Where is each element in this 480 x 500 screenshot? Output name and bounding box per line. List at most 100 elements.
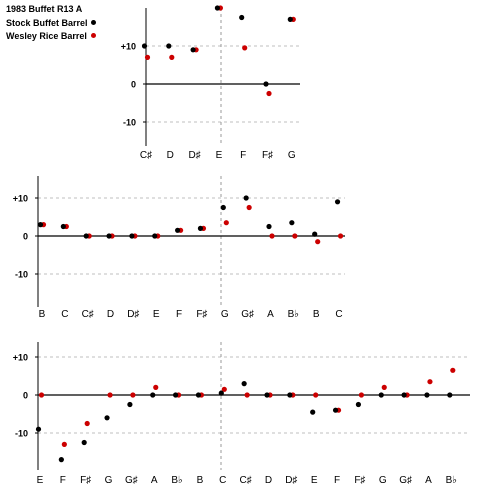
chart3-point-wesley-0 — [38, 392, 45, 398]
chart3-point-stock-17 — [424, 392, 430, 398]
chart2-category-label-12: B — [313, 309, 320, 320]
chart3-category-label-14: F♯ — [354, 475, 365, 486]
chart2-category-label-6: F — [176, 309, 182, 320]
chart1-point-wesley-0 — [144, 54, 151, 61]
chart1-point-stock-6 — [287, 16, 293, 22]
chart3-point-wesley-14 — [358, 392, 364, 398]
chart1-category-label-6: G — [288, 150, 296, 161]
chart3-category-label-6: B♭ — [171, 475, 182, 486]
chart3-point-stock-16 — [401, 392, 407, 398]
chart2-ytick-label-0: +10 — [13, 194, 28, 204]
chart1-ytick-label-0: +10 — [121, 42, 136, 52]
chart2-point-stock-11 — [289, 220, 295, 226]
legend-title: 1983 Buffet R13 A — [6, 4, 83, 14]
chart3-category-label-13: F — [334, 475, 340, 486]
chart2-point-stock-13 — [334, 199, 341, 205]
chart3-category-label-2: F♯ — [80, 475, 91, 486]
chart3-point-stock-9 — [241, 381, 247, 387]
chart2-category-label-11: B♭ — [288, 309, 299, 320]
chart2-point-wesley-11 — [292, 233, 298, 239]
chart2-point-stock-7 — [197, 225, 204, 231]
chart1-point-wesley-4 — [242, 45, 248, 51]
chart3-point-wesley-8 — [221, 386, 227, 392]
chart3-point-stock-2 — [81, 439, 87, 446]
chart3-category-label-17: A — [425, 475, 432, 486]
chart3-point-wesley-2 — [84, 420, 90, 427]
chart1-point-stock-3 — [214, 5, 220, 11]
chart3-point-wesley-4 — [130, 392, 136, 398]
chart3-category-label-11: D♯ — [285, 475, 297, 486]
chart2-category-label-10: A — [267, 309, 274, 320]
chart3-point-stock-8 — [218, 390, 224, 396]
chart3-category-label-8: C — [219, 475, 226, 486]
chart2-ytick-label-1: 0 — [23, 232, 28, 242]
chart2-point-stock-5 — [152, 233, 158, 239]
chart1-category-label-4: F — [240, 150, 246, 161]
chart3-ytick-label-1: 0 — [23, 391, 28, 401]
legend-item-stock: Stock Buffet Barrel — [6, 18, 88, 28]
chart3-point-stock-7 — [195, 392, 202, 398]
chart3-point-wesley-3 — [107, 392, 113, 398]
chart3-category-label-10: D — [265, 475, 272, 486]
chart3-category-label-0: E — [37, 475, 44, 486]
chart1-category-label-2: D♯ — [188, 150, 200, 161]
chart3-point-wesley-5 — [153, 384, 159, 390]
chart3-point-stock-14 — [355, 401, 361, 408]
chart2-point-stock-10 — [266, 223, 272, 230]
chart3-category-label-9: C♯ — [240, 475, 252, 486]
chart2-category-label-9: G♯ — [241, 309, 254, 320]
chart1-ytick-label-1: 0 — [131, 80, 136, 90]
chart3-point-wesley-12 — [313, 392, 319, 398]
chart3-ytick-label-0: +10 — [13, 353, 28, 363]
chart2-point-wesley-13 — [337, 233, 344, 239]
chart2-category-label-1: C — [61, 309, 68, 320]
chart3-category-label-7: B — [197, 475, 204, 486]
chart1-point-stock-4 — [239, 14, 245, 21]
chart3-point-wesley-9 — [244, 392, 250, 398]
chart3-category-label-12: E — [311, 475, 318, 486]
legend-marker-wesley — [91, 33, 96, 38]
chart3-point-stock-3 — [104, 415, 110, 421]
chart3-point-stock-13 — [332, 407, 339, 413]
chart2-point-stock-9 — [243, 195, 249, 201]
chart3-point-wesley-17 — [427, 379, 433, 385]
chart1-point-stock-0 — [141, 43, 148, 49]
chart3-point-wesley-18 — [450, 367, 456, 373]
chart2-point-stock-6 — [175, 227, 181, 233]
chart3-point-stock-12 — [310, 409, 316, 415]
chart2-category-label-7: F♯ — [196, 309, 207, 320]
legend-marker-stock — [91, 20, 96, 25]
chart2-point-stock-2 — [83, 233, 89, 239]
chart3-category-label-18: B♭ — [446, 475, 457, 486]
chart1-point-wesley-1 — [169, 54, 175, 61]
chart2-category-label-13: C — [335, 309, 342, 320]
chart1-point-stock-2 — [190, 47, 196, 53]
legend-item-wesley: Wesley Rice Barrel — [6, 31, 87, 41]
chart2-point-stock-3 — [106, 233, 112, 239]
chart3-category-label-1: F — [60, 475, 66, 486]
chart2-category-label-3: D — [107, 309, 114, 320]
chart3-point-stock-1 — [58, 457, 64, 463]
chart2-ytick-label-2: -10 — [15, 270, 28, 280]
chart3-category-label-16: G♯ — [399, 475, 412, 486]
chart2-point-stock-8 — [220, 204, 226, 211]
chart3-category-label-4: G♯ — [125, 475, 138, 486]
chart3-category-label-5: A — [151, 475, 158, 486]
legend-label-wesley: Wesley Rice Barrel — [6, 31, 87, 41]
chart2-point-wesley-9 — [246, 204, 252, 211]
chart3-point-stock-10 — [264, 392, 270, 398]
chart2-category-label-0: B — [39, 309, 46, 320]
legend-label-stock: Stock Buffet Barrel — [6, 18, 88, 28]
chart3-category-label-15: G — [379, 475, 387, 486]
chart3-point-stock-11 — [287, 392, 293, 398]
chart1-point-wesley-5 — [266, 90, 272, 97]
chart1-point-stock-1 — [166, 43, 172, 49]
chart3-ytick-label-2: -10 — [15, 429, 28, 439]
chart2-category-label-8: G — [221, 309, 229, 320]
chart3-point-wesley-15 — [381, 384, 387, 390]
chart3-point-stock-6 — [173, 392, 179, 398]
chart2-point-wesley-12 — [315, 239, 321, 245]
chart1-category-label-1: D — [167, 150, 174, 161]
chart3-point-stock-4 — [127, 401, 133, 408]
